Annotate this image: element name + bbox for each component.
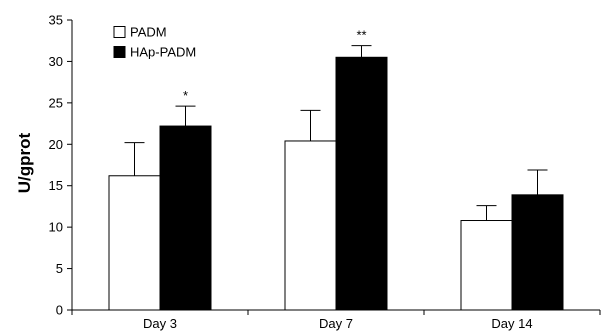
bar	[335, 56, 388, 311]
legend-label: PADM	[130, 25, 167, 40]
y-tick-label: 25	[49, 95, 63, 110]
y-tick-label: 15	[49, 178, 63, 193]
y-tick-label: 20	[49, 137, 63, 152]
legend-label: HAp-PADM	[130, 45, 196, 60]
significance-label: **	[356, 28, 366, 43]
x-tick-label: Day 14	[491, 316, 532, 331]
bar	[159, 125, 212, 311]
axes-layer: 0 5 10 15 20 25 30 35 Day 3 Day 7 Day 14	[49, 13, 601, 331]
x-tick-label: Day 3	[143, 316, 177, 331]
legend-swatch	[113, 26, 126, 38]
x-tick-label: Day 7	[319, 316, 353, 331]
y-tick-label: 5	[56, 261, 63, 276]
y-tick-label: 30	[49, 54, 63, 69]
y-axis-title: U/gprot	[15, 132, 34, 193]
y-tick-label: 10	[49, 220, 63, 235]
bar	[108, 175, 161, 311]
legend-swatch	[113, 46, 126, 58]
y-tick-label: 0	[56, 303, 63, 318]
bar	[460, 220, 513, 311]
bar	[511, 194, 564, 311]
y-tick-label: 35	[49, 13, 63, 28]
bars-layer: ***	[108, 28, 564, 311]
bar	[284, 140, 337, 311]
significance-label: *	[183, 88, 188, 103]
legend: PADM HAp-PADM	[113, 25, 196, 60]
